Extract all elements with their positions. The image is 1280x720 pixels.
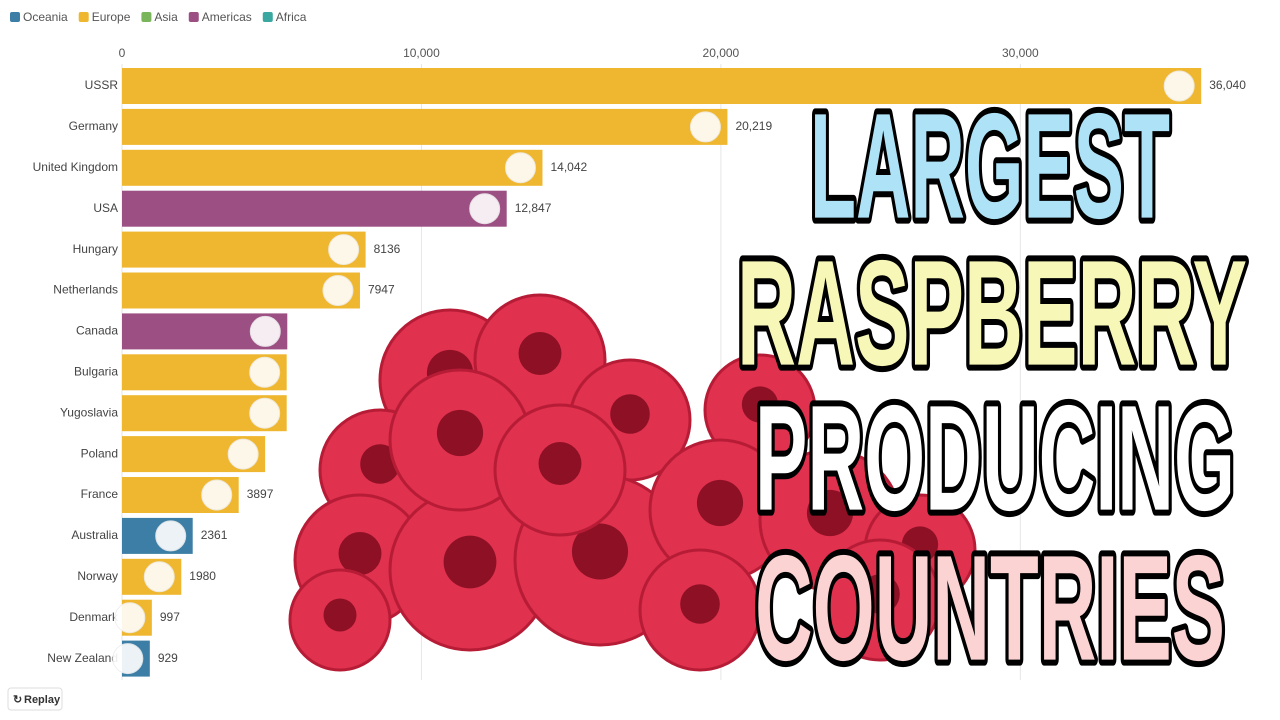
category-label: Yugoslavia: [60, 405, 118, 419]
category-label: France: [81, 487, 119, 501]
raspberry-hole: [443, 535, 497, 589]
category-label: USSR: [85, 78, 119, 92]
value-label: 20,219: [735, 119, 772, 133]
category-label: Bulgaria: [74, 364, 118, 378]
flag: [689, 111, 721, 143]
raspberry-hole: [680, 584, 720, 624]
category-label: Canada: [76, 324, 118, 338]
legend-swatch: [262, 12, 273, 22]
legend-label: Africa: [276, 10, 307, 24]
flag: [504, 152, 536, 184]
value-label: 929: [158, 651, 178, 665]
raspberry-hole: [360, 444, 400, 484]
bar: [122, 272, 360, 309]
raspberry-hole: [860, 574, 900, 614]
legend-swatch: [78, 12, 89, 22]
category-label: USA: [93, 201, 118, 215]
flag: [328, 234, 360, 266]
legend-swatch: [141, 12, 152, 22]
bar: [122, 68, 1202, 104]
value-label: 1980: [189, 569, 216, 583]
bar: [122, 190, 507, 227]
flag: [1163, 70, 1195, 102]
button-frame[interactable]: [7, 687, 63, 711]
x-tick-label: 0: [119, 46, 126, 60]
value-label: 2361: [201, 528, 228, 542]
raspberry-hole: [338, 532, 382, 575]
category-label: United Kingdom: [33, 160, 118, 174]
flag: [143, 561, 175, 593]
raspberry-hole: [518, 332, 562, 375]
category-label: Denmark: [69, 610, 119, 624]
raspberry-hole: [571, 523, 629, 580]
raspberry-hole: [696, 479, 744, 527]
replay-button[interactable]: ↻ Replay: [7, 687, 63, 711]
x-tick-label: 30,000: [1002, 46, 1039, 60]
raspberry-hole: [323, 598, 357, 632]
value-label: 7947: [368, 283, 395, 297]
raspberry-hole: [610, 394, 650, 434]
raspberry-hole: [806, 489, 854, 537]
flag: [249, 315, 281, 347]
legend-label: Asia: [154, 10, 178, 24]
flag: [322, 275, 354, 306]
flag: [155, 520, 187, 552]
legend-swatch: [10, 12, 20, 22]
category-label: Netherlands: [53, 283, 118, 297]
flag: [249, 356, 281, 388]
button-icon[interactable]: ↻: [13, 694, 22, 706]
raspberry-image: [288, 293, 977, 672]
value-label: 14,042: [550, 160, 587, 174]
raspberry-hole: [538, 442, 582, 485]
value-label: 12,847: [515, 201, 552, 215]
flag: [469, 193, 501, 225]
x-tick-label: 10,000: [403, 46, 440, 60]
x-tick-label: 20,000: [703, 46, 740, 60]
bars: USSR 36,040 Germany 20,219 United Kingdom 14,…: [33, 68, 1246, 677]
flag: [249, 397, 281, 429]
flag: [201, 479, 233, 511]
category-label: Poland: [81, 446, 118, 460]
legend-label: Europe: [92, 10, 131, 24]
button-label[interactable]: Replay: [24, 694, 61, 706]
raspberry-hole: [741, 386, 779, 423]
value-label: 8136: [374, 242, 401, 256]
legend-label: Oceania: [23, 10, 68, 24]
category-label: Australia: [71, 528, 118, 542]
category-label: Norway: [77, 569, 118, 583]
overlay-word: PRODUCING: [755, 374, 1235, 542]
value-label: 36,040: [1209, 78, 1246, 92]
bar: [122, 149, 543, 186]
value-label: 997: [160, 610, 180, 624]
overlay-word: RASPBERRY: [737, 229, 1247, 397]
raspberry-hole: [436, 409, 484, 457]
flag: [112, 643, 144, 675]
flag: [227, 438, 259, 470]
legend-label: Americas: [202, 10, 252, 24]
bar: [122, 231, 366, 268]
category-label: New Zealand: [47, 651, 118, 665]
overlay-word: LARGEST: [810, 82, 1170, 250]
overlay-word: COUNTRIES: [755, 524, 1225, 692]
flag: [114, 602, 146, 634]
bar: [122, 108, 728, 145]
value-label: 3897: [247, 487, 274, 501]
category-label: Germany: [69, 119, 118, 133]
category-label: Hungary: [73, 242, 118, 256]
legend-swatch: [188, 12, 199, 22]
